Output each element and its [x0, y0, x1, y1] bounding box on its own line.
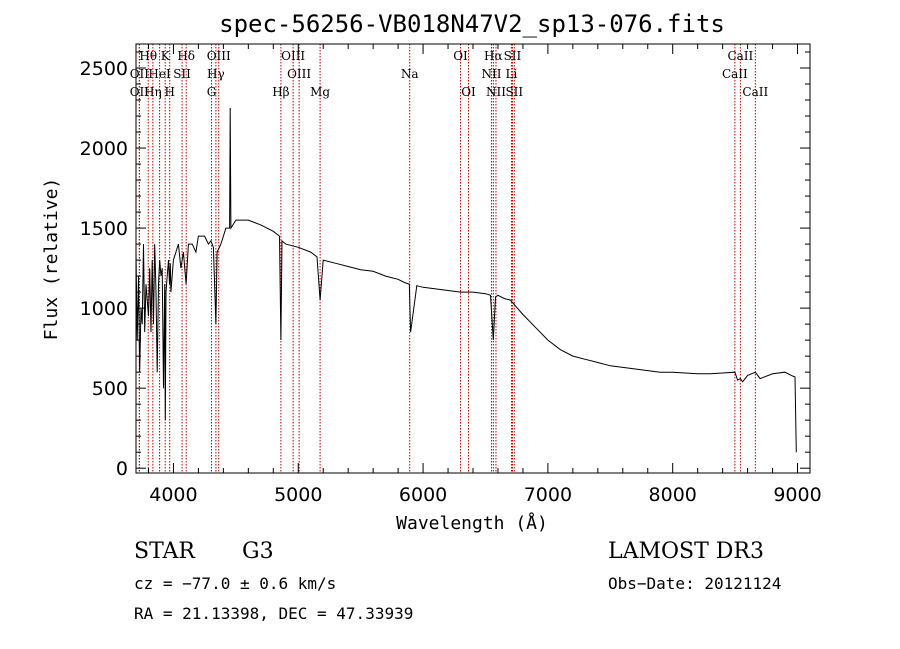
line-marker-label-14: Hβ: [272, 85, 289, 99]
line-marker-label-10: Hγ: [207, 67, 225, 81]
x-tick-label: 6000: [399, 484, 447, 506]
y-tick-label: 2500: [80, 58, 128, 80]
line-marker-label-24: SII: [505, 85, 523, 99]
line-marker-label-6: H: [164, 85, 174, 99]
line-marker-label-5: K: [161, 49, 171, 63]
x-tick-label: 9000: [773, 484, 821, 506]
line-marker-label-22: Li: [506, 67, 518, 81]
line-marker-label-23: NII: [486, 85, 506, 99]
line-marker-label-17: OI: [453, 49, 468, 63]
line-marker-label-1: Hθ: [139, 49, 157, 63]
line-marker-label-12: OIII: [281, 49, 305, 63]
x-axis-label: Wavelength (Å): [396, 512, 548, 534]
x-tick-label: 4000: [149, 484, 197, 506]
line-marker-label-7: SII: [173, 67, 191, 81]
y-tick-label: 0: [116, 458, 128, 480]
y-tick-label: 2000: [80, 138, 128, 160]
redshift-velocity: cz = −77.0 ± 0.6 km/s: [134, 574, 337, 593]
line-marker-label-2: OII: [130, 67, 150, 81]
chart-title: spec-56256-VB018N47V2_sp13-076.fits: [219, 10, 725, 38]
x-tick-label: 8000: [649, 484, 697, 506]
line-marker-label-19: Hα: [484, 49, 503, 63]
line-marker-label-11: G: [207, 85, 217, 99]
spectrum-line: [135, 107, 797, 453]
line-marker-label-13: OIII: [287, 67, 311, 81]
x-axis: 4000 5000 6000 7000 8000 9000: [147, 44, 822, 506]
x-tick-label: 7000: [524, 484, 572, 506]
object-class: STAR: [134, 539, 195, 564]
object-subclass: G3: [242, 539, 274, 564]
line-marker-label-15: Mg: [310, 85, 330, 99]
line-marker-label-8: Hδ: [177, 49, 195, 63]
plot-frame: [135, 43, 811, 474]
survey-name: LAMOST DR3: [608, 539, 764, 564]
line-marker-label-16: Na: [401, 67, 419, 81]
y-axis-label: Flux (relative): [41, 178, 62, 341]
y-axis: 0 500 1000 1500 2000 2500: [80, 51, 810, 480]
line-marker-label-27: CaII: [742, 85, 768, 99]
line-marker-label-0: OII: [130, 85, 150, 99]
line-marker-label-20: SII: [504, 49, 522, 63]
line-marker-label-9: OIII: [207, 49, 231, 63]
observation-date: Obs−Date: 20121124: [608, 574, 782, 593]
y-tick-label: 1000: [80, 298, 128, 320]
line-marker-label-3: Hη: [144, 85, 162, 99]
line-marker-label-18: OI: [461, 85, 476, 99]
line-markers: [138, 44, 756, 473]
line-marker-label-21: NII: [481, 67, 501, 81]
line-marker-label-26: CaII: [722, 67, 748, 81]
line-marker-label-25: CaII: [727, 49, 753, 63]
y-tick-label: 1500: [80, 218, 128, 240]
line-marker-label-4: HeI: [148, 67, 171, 81]
x-tick-label: 5000: [274, 484, 322, 506]
y-tick-label: 500: [92, 378, 128, 400]
ra-dec-coordinates: RA = 21.13398, DEC = 47.33939: [134, 604, 414, 623]
